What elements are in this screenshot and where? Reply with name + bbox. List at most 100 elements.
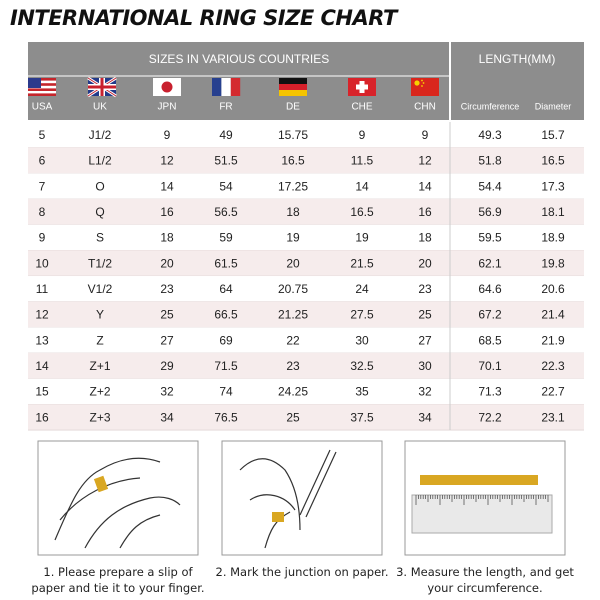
table-row [28,276,584,302]
table-cell: 32 [418,385,432,399]
table-cell: 32 [160,385,174,399]
table-cell: 23.1 [541,410,565,424]
table-cell: 54.4 [478,179,502,193]
flag-de [279,78,307,96]
table-cell: 25 [286,410,300,424]
table-cell: Z [96,333,103,347]
table-cell: 15.75 [278,128,308,142]
table-row [28,173,584,200]
table-cell: 23 [418,282,432,296]
table-cell: 19 [355,231,369,245]
table-cell: 21.9 [541,333,565,347]
table-cell: 14 [160,179,174,193]
table-cell: 18 [286,205,300,219]
table-row [28,147,584,174]
table-row [28,353,584,379]
table-cell: 49 [219,128,233,142]
table-cell: 17.25 [278,179,308,193]
table-cell: 67.2 [478,308,502,322]
table-cell: 59 [219,231,233,245]
table-cell: 32.5 [350,359,374,373]
table-cell: 16 [35,410,49,424]
table-cell: 12 [35,308,49,322]
table-cell: 9 [39,231,46,245]
table-cell: 61.5 [214,256,238,270]
table-cell: 70.1 [478,359,502,373]
step-1-box [37,440,199,556]
table-cell: 22.7 [541,385,565,399]
table-cell: 22 [286,333,300,347]
ruler-ticks [415,495,549,505]
table-cell: 19 [286,231,300,245]
table-cell: 9 [164,128,171,142]
table-cell: 51.5 [214,154,238,168]
table-row [28,301,584,328]
table-cell: J1/2 [89,128,112,142]
table-cell: 56.5 [214,205,238,219]
table-cell: 62.1 [478,256,502,270]
table-cell: 20.6 [541,282,565,296]
column-header: CHE [351,102,372,113]
hand-illustration [54,457,181,549]
table-cell: 49.3 [478,128,502,142]
table-cell: 29 [160,359,174,373]
column-header: Circumference [461,101,520,111]
table-cell: 18 [160,231,174,245]
table-cell: Z+3 [89,410,110,424]
flag-usa [28,78,56,96]
table-cell: Q [95,205,104,219]
table-cell: 24.25 [278,385,308,399]
paper-strip [93,475,109,493]
paper-strip [272,512,284,522]
table-cell: 15.7 [541,128,565,142]
table-cell: 69 [219,333,233,347]
table-row [28,250,584,277]
table-cell: 25 [418,308,432,322]
table-cell: 68.5 [478,333,502,347]
table-cell: 30 [418,359,432,373]
table-cell: 18.9 [541,231,565,245]
table-cell: 56.9 [478,205,502,219]
table-cell: 14 [418,179,432,193]
table-cell: 23 [160,282,174,296]
table-cell: 37.5 [350,410,374,424]
table-cell: 74 [219,385,233,399]
table-cell: 21.4 [541,308,565,322]
table-cell: 27 [418,333,432,347]
table-row [28,122,584,148]
flag-fr [212,78,241,96]
table-cell: 12 [418,154,432,168]
ruler [411,494,553,534]
table-cell: 14 [355,179,369,193]
table-cell: 21.25 [278,308,308,322]
table-cell: 20 [286,256,300,270]
table-cell: 71.5 [214,359,238,373]
table-cell: 76.5 [214,410,238,424]
table-cell: 24 [355,282,369,296]
table-cell: 66.5 [214,308,238,322]
table-row [28,327,584,354]
table-cell: 16 [418,205,432,219]
table-cell: 16.5 [281,154,305,168]
table-cell: 16.5 [350,205,374,219]
column-header: JPN [158,102,177,113]
table-cell: L1/2 [88,154,112,168]
table-cell: Y [96,308,104,322]
flag-chn [411,78,439,96]
step-caption: 3. Measure the length, and get your circ… [396,565,574,595]
column-header: CHN [414,102,436,113]
table-cell: 14 [35,359,49,373]
flag-che [348,78,376,96]
table-cell: 19.8 [541,256,565,270]
table-row [28,404,584,431]
table-cell: Z+1 [89,359,110,373]
step-2-box [221,440,383,556]
table-cell: 6 [39,154,46,168]
table-cell: 20 [160,256,174,270]
table-cell: 30 [355,333,369,347]
table-cell: 16.5 [541,154,565,168]
table-cell: 35 [355,385,369,399]
flag-uk [87,76,117,98]
table-row [28,224,584,251]
